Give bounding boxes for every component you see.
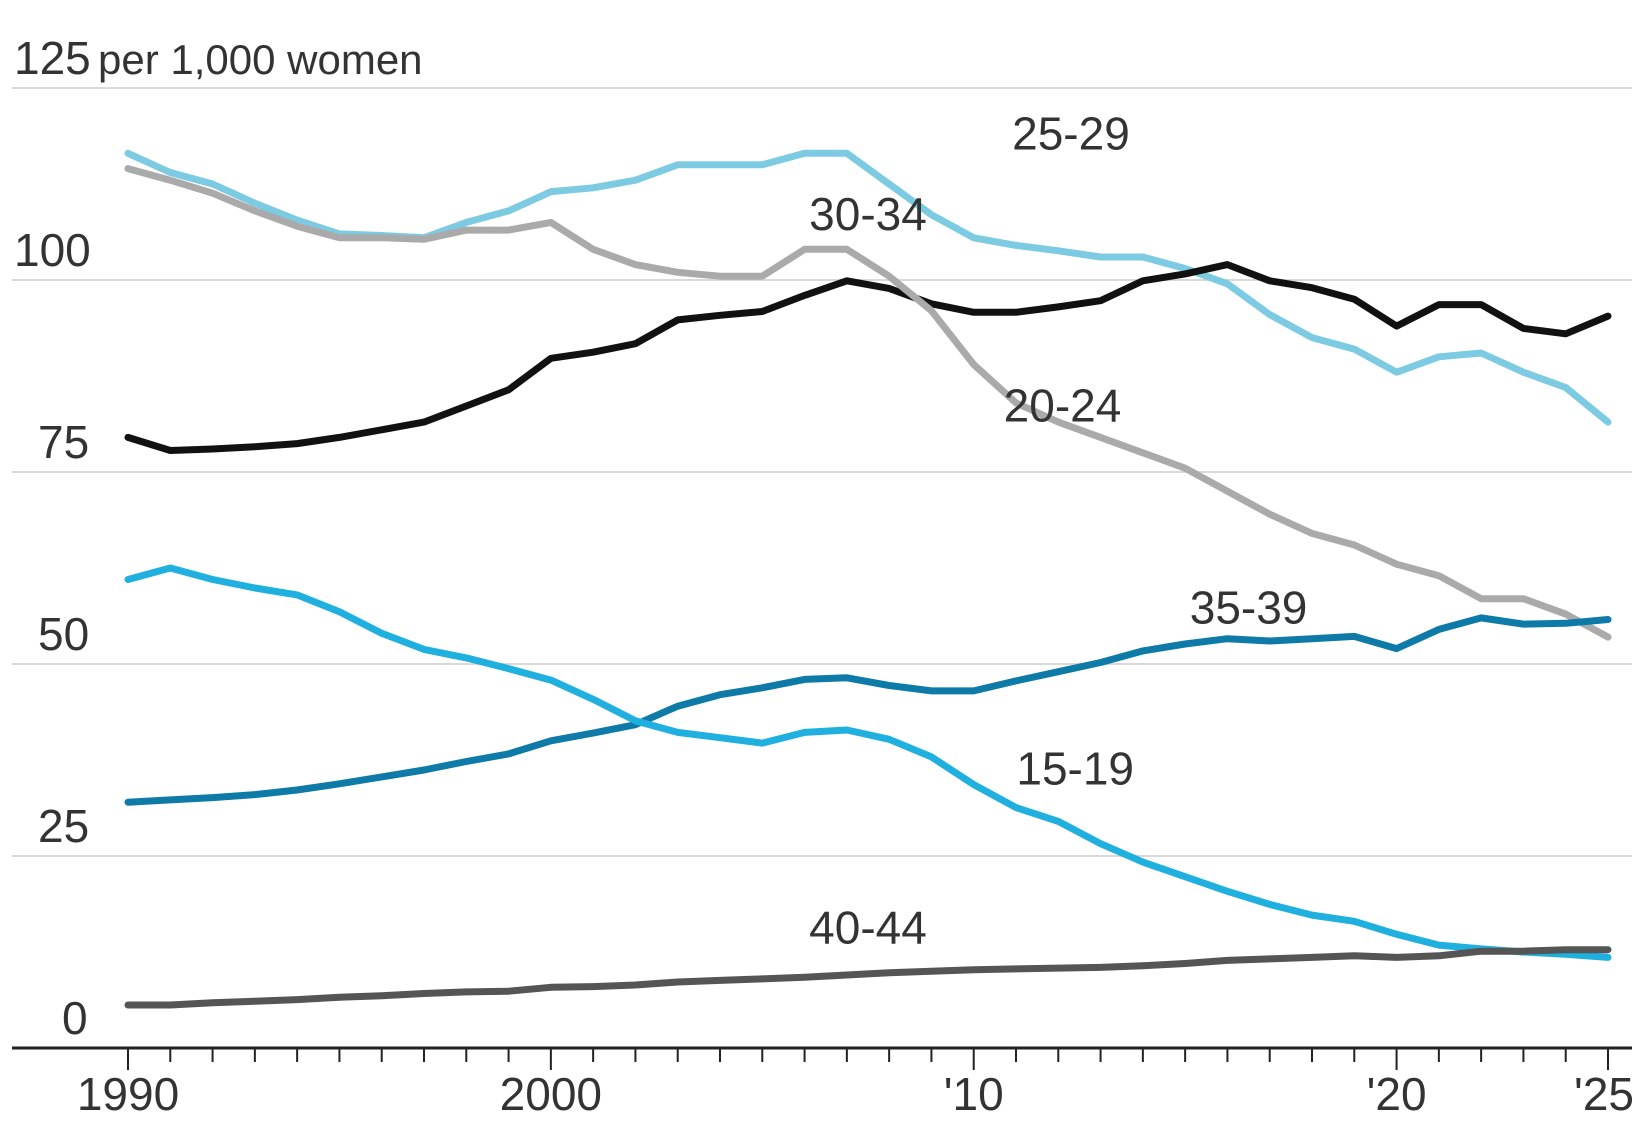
y-tick-label-75: 75 <box>38 416 89 468</box>
series-line-30-34 <box>124 261 1612 454</box>
y-tick-label-0: 0 <box>62 992 88 1044</box>
gridlines <box>12 87 1632 857</box>
series-label-25-29: 25-29 <box>1012 107 1130 159</box>
series-label-20-24: 20-24 <box>1004 379 1122 431</box>
y-tick-label-100: 100 <box>14 224 91 276</box>
x-tick-label-1990: 1990 <box>77 1068 179 1120</box>
series-labels: 25-29 30-34 20-24 35-39 15-19 40-44 <box>809 107 1307 953</box>
series-label-40-44: 40-44 <box>809 902 927 954</box>
x-tick-label-2020: '20 <box>1367 1068 1427 1120</box>
x-axis-tick-labels: 1990 2000 '10 '20 '25 <box>77 1068 1634 1120</box>
series-line-20-24 <box>124 165 1612 641</box>
y-tick-label-50: 50 <box>38 608 89 660</box>
y-tick-label-125: 125 <box>14 32 91 84</box>
x-tick-label-2010: '10 <box>944 1068 1004 1120</box>
y-tick-label-25: 25 <box>38 800 89 852</box>
y-axis-unit-label: per 1,000 women <box>98 36 423 83</box>
x-tick-label-2000: 2000 <box>500 1068 602 1120</box>
series-label-15-19: 15-19 <box>1016 743 1134 795</box>
series-lines <box>124 149 1612 1009</box>
y-axis-tick-labels: 0 25 50 75 100 125 <box>14 32 91 1044</box>
series-label-30-34: 30-34 <box>809 188 927 240</box>
series-line-15-19 <box>124 564 1612 961</box>
series-label-35-39: 35-39 <box>1190 581 1308 633</box>
x-tick-label-2025: '25 <box>1574 1068 1634 1120</box>
series-line-35-39 <box>124 614 1612 806</box>
x-axis-ticks <box>127 1048 1609 1070</box>
series-line-40-44 <box>124 946 1612 1009</box>
